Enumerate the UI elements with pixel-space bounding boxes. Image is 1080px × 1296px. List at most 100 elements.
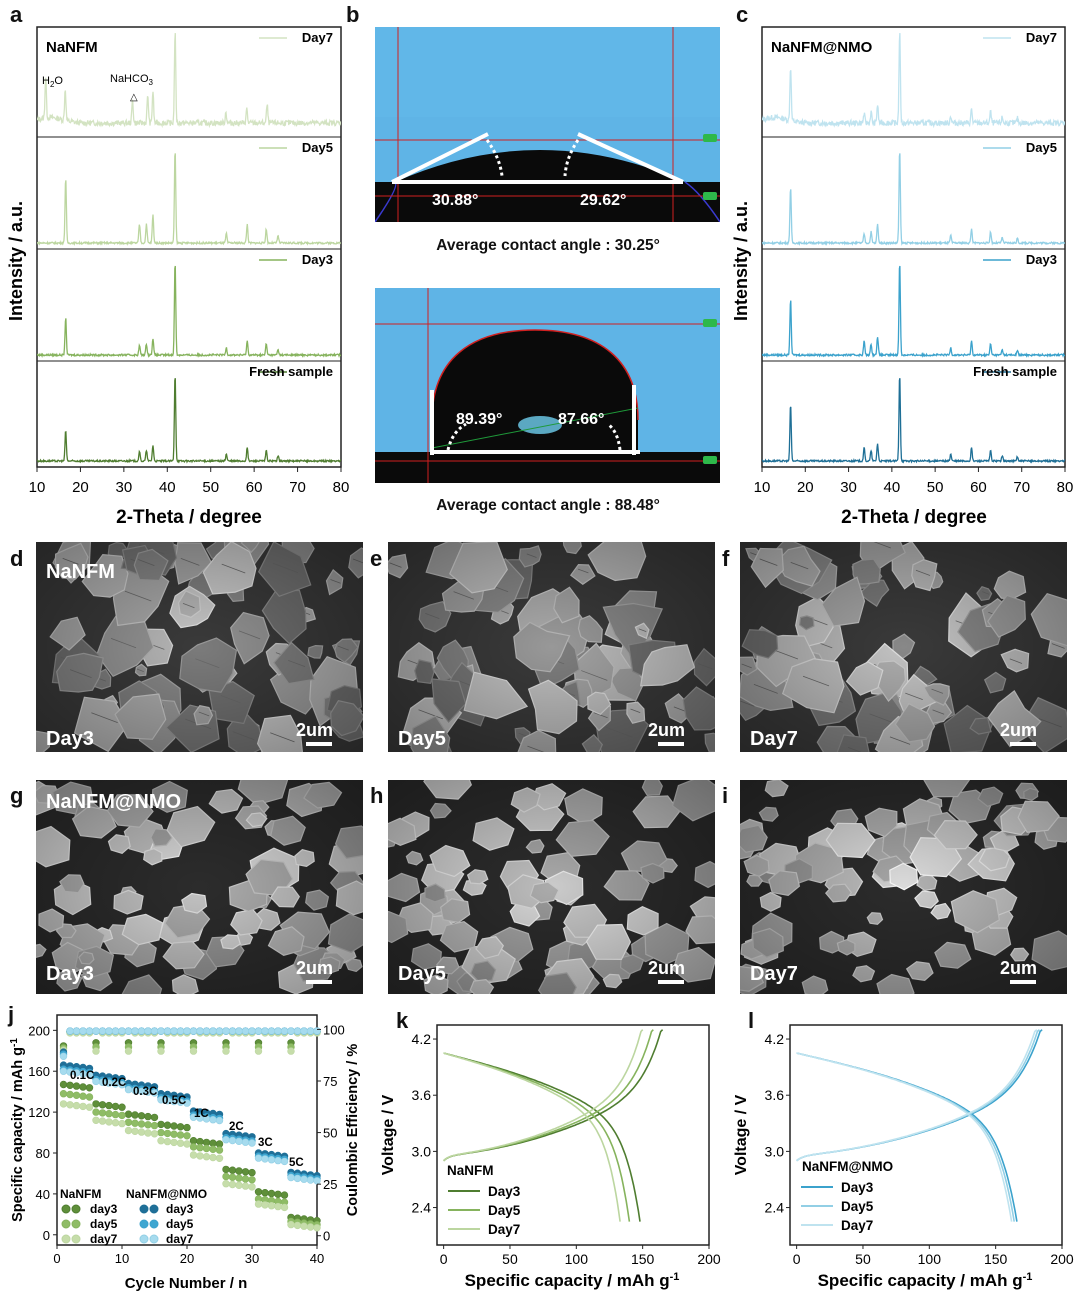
nahco3-annotation: NaHCO3: [110, 73, 154, 87]
capacity-point: [189, 1136, 198, 1145]
panel-letter-f: f: [722, 546, 730, 571]
tangent-right: [577, 132, 684, 184]
capacity-point: [124, 1110, 133, 1118]
panel-letter-g: g: [10, 783, 23, 808]
panel-a-xticks: 10 20 30 40 50 60 70 80: [29, 467, 349, 496]
efficiency-point: [280, 1027, 289, 1035]
capacity-point: [157, 1128, 165, 1137]
x-tick-label: 50: [502, 1251, 518, 1267]
sem-d-sample-label: NaNFM: [46, 561, 115, 583]
capacity-point: [72, 1101, 81, 1110]
capacity-point: [280, 1157, 289, 1166]
x-tick-label: 30: [116, 479, 133, 496]
capacity-point: [176, 1123, 185, 1131]
sem-vignette: [740, 542, 1067, 752]
sem-i-day-label: Day7: [750, 963, 798, 985]
capacity-point: [222, 1165, 230, 1174]
capacity-point: [235, 1137, 243, 1146]
legend-label: Day5: [488, 1203, 521, 1218]
panel-j-xlabel: Cycle Number / n: [125, 1275, 248, 1292]
capacity-point: [261, 1201, 269, 1209]
capacity-point: [176, 1131, 185, 1139]
capacity-point: [124, 1118, 133, 1127]
efficiency-point: [189, 1027, 198, 1035]
sem-e-scale-label: 2um: [648, 720, 685, 740]
efficiency-point: [176, 1027, 185, 1035]
efficiency-point: [215, 1027, 224, 1035]
capacity-point: [66, 1090, 74, 1099]
efficiency-point: [274, 1027, 282, 1035]
capacity-point: [196, 1143, 204, 1152]
panel-c-xlabel: 2-Theta / degree: [841, 507, 987, 528]
capacity-point: [248, 1176, 256, 1184]
legend-label: Fresh sample: [973, 364, 1057, 379]
capacity-point: [72, 1091, 81, 1100]
legend-label: Day5: [1026, 140, 1057, 155]
capacity-point: [202, 1152, 211, 1161]
capacity-point: [105, 1109, 113, 1118]
x-tick-label: 40: [884, 479, 901, 496]
panel-l-ticks: 2.4 3.0 3.6 4.2 0 50 100 150 200: [765, 1031, 1074, 1267]
x-tick-label: 70: [1013, 479, 1030, 496]
capacity-point: [300, 1175, 308, 1183]
legend-group-nanfm: NaNFM: [60, 1187, 101, 1201]
capacity-point: [241, 1138, 250, 1146]
efficiency-point: [209, 1027, 217, 1035]
capacity-point: [131, 1119, 139, 1127]
y-tick-label: 2.4: [765, 1200, 785, 1216]
capacity-point: [215, 1154, 224, 1163]
panel-c-title: NaNFM@NMO: [771, 39, 873, 56]
y-tick-label: 3.0: [412, 1143, 432, 1159]
capacity-point: [222, 1179, 230, 1188]
charge-curve-day7: [443, 1029, 644, 1162]
efficiency-point: [111, 1027, 120, 1035]
legend-label: Day7: [1026, 30, 1057, 45]
capacity-point: [137, 1120, 146, 1128]
capacity-point: [267, 1201, 276, 1210]
legend-label: day7: [166, 1232, 194, 1246]
caption-bottom: Average contact angle : 88.48°: [436, 497, 660, 514]
y2-tick-label: 100: [323, 1022, 345, 1037]
capacity-point: [111, 1118, 120, 1127]
y2-tick-label: 50: [323, 1126, 337, 1141]
capacity-point: [293, 1174, 302, 1183]
capacity-point: [267, 1155, 276, 1164]
capacity-point: [280, 1203, 289, 1212]
efficiency-point: [137, 1027, 146, 1035]
efficiency-point: [118, 1027, 126, 1035]
sem-vignette: [740, 780, 1067, 994]
efficiency-point: [254, 1047, 263, 1055]
xrd-trace-day3: [37, 265, 341, 359]
capacity-point: [85, 1103, 94, 1111]
capacity-point: [118, 1111, 126, 1120]
capacity-point: [215, 1140, 224, 1148]
efficiency-point: [150, 1027, 159, 1035]
panel-a-traces: [37, 33, 341, 464]
efficiency-point: [267, 1027, 276, 1035]
capacity-point: [228, 1173, 237, 1182]
h2o-annotation: H2O: [42, 75, 63, 89]
capacity-point: [235, 1181, 243, 1190]
angle-left-bottom: 89.39°: [456, 411, 502, 428]
legend-label: Fresh sample: [249, 364, 333, 379]
capacity-point: [313, 1177, 321, 1185]
panel-k-curves: [443, 1029, 664, 1222]
panel-c-frame: [761, 26, 1066, 468]
efficiency-point: [196, 1027, 204, 1035]
sem-image-i: [740, 780, 1067, 994]
capacity-point: [137, 1128, 146, 1136]
panel-c-legend: Day7 Day5 Day3 Fresh sample: [973, 30, 1057, 379]
capacity-point: [248, 1139, 256, 1147]
capacity-point: [98, 1117, 107, 1125]
panel-c-traces: [762, 33, 1065, 464]
y2-tick-label: 75: [323, 1074, 337, 1089]
panel-letter-k: k: [396, 1008, 409, 1033]
capacity-point: [222, 1172, 230, 1181]
capacity-point: [183, 1123, 191, 1132]
y-tick-label: 80: [36, 1146, 50, 1161]
panel-l-xlabel: Specific capacity / mAh g-1: [818, 1271, 1033, 1290]
sem-f-day-label: Day7: [750, 728, 798, 750]
efficiency-point: [202, 1027, 211, 1035]
capacity-point: [274, 1156, 282, 1165]
